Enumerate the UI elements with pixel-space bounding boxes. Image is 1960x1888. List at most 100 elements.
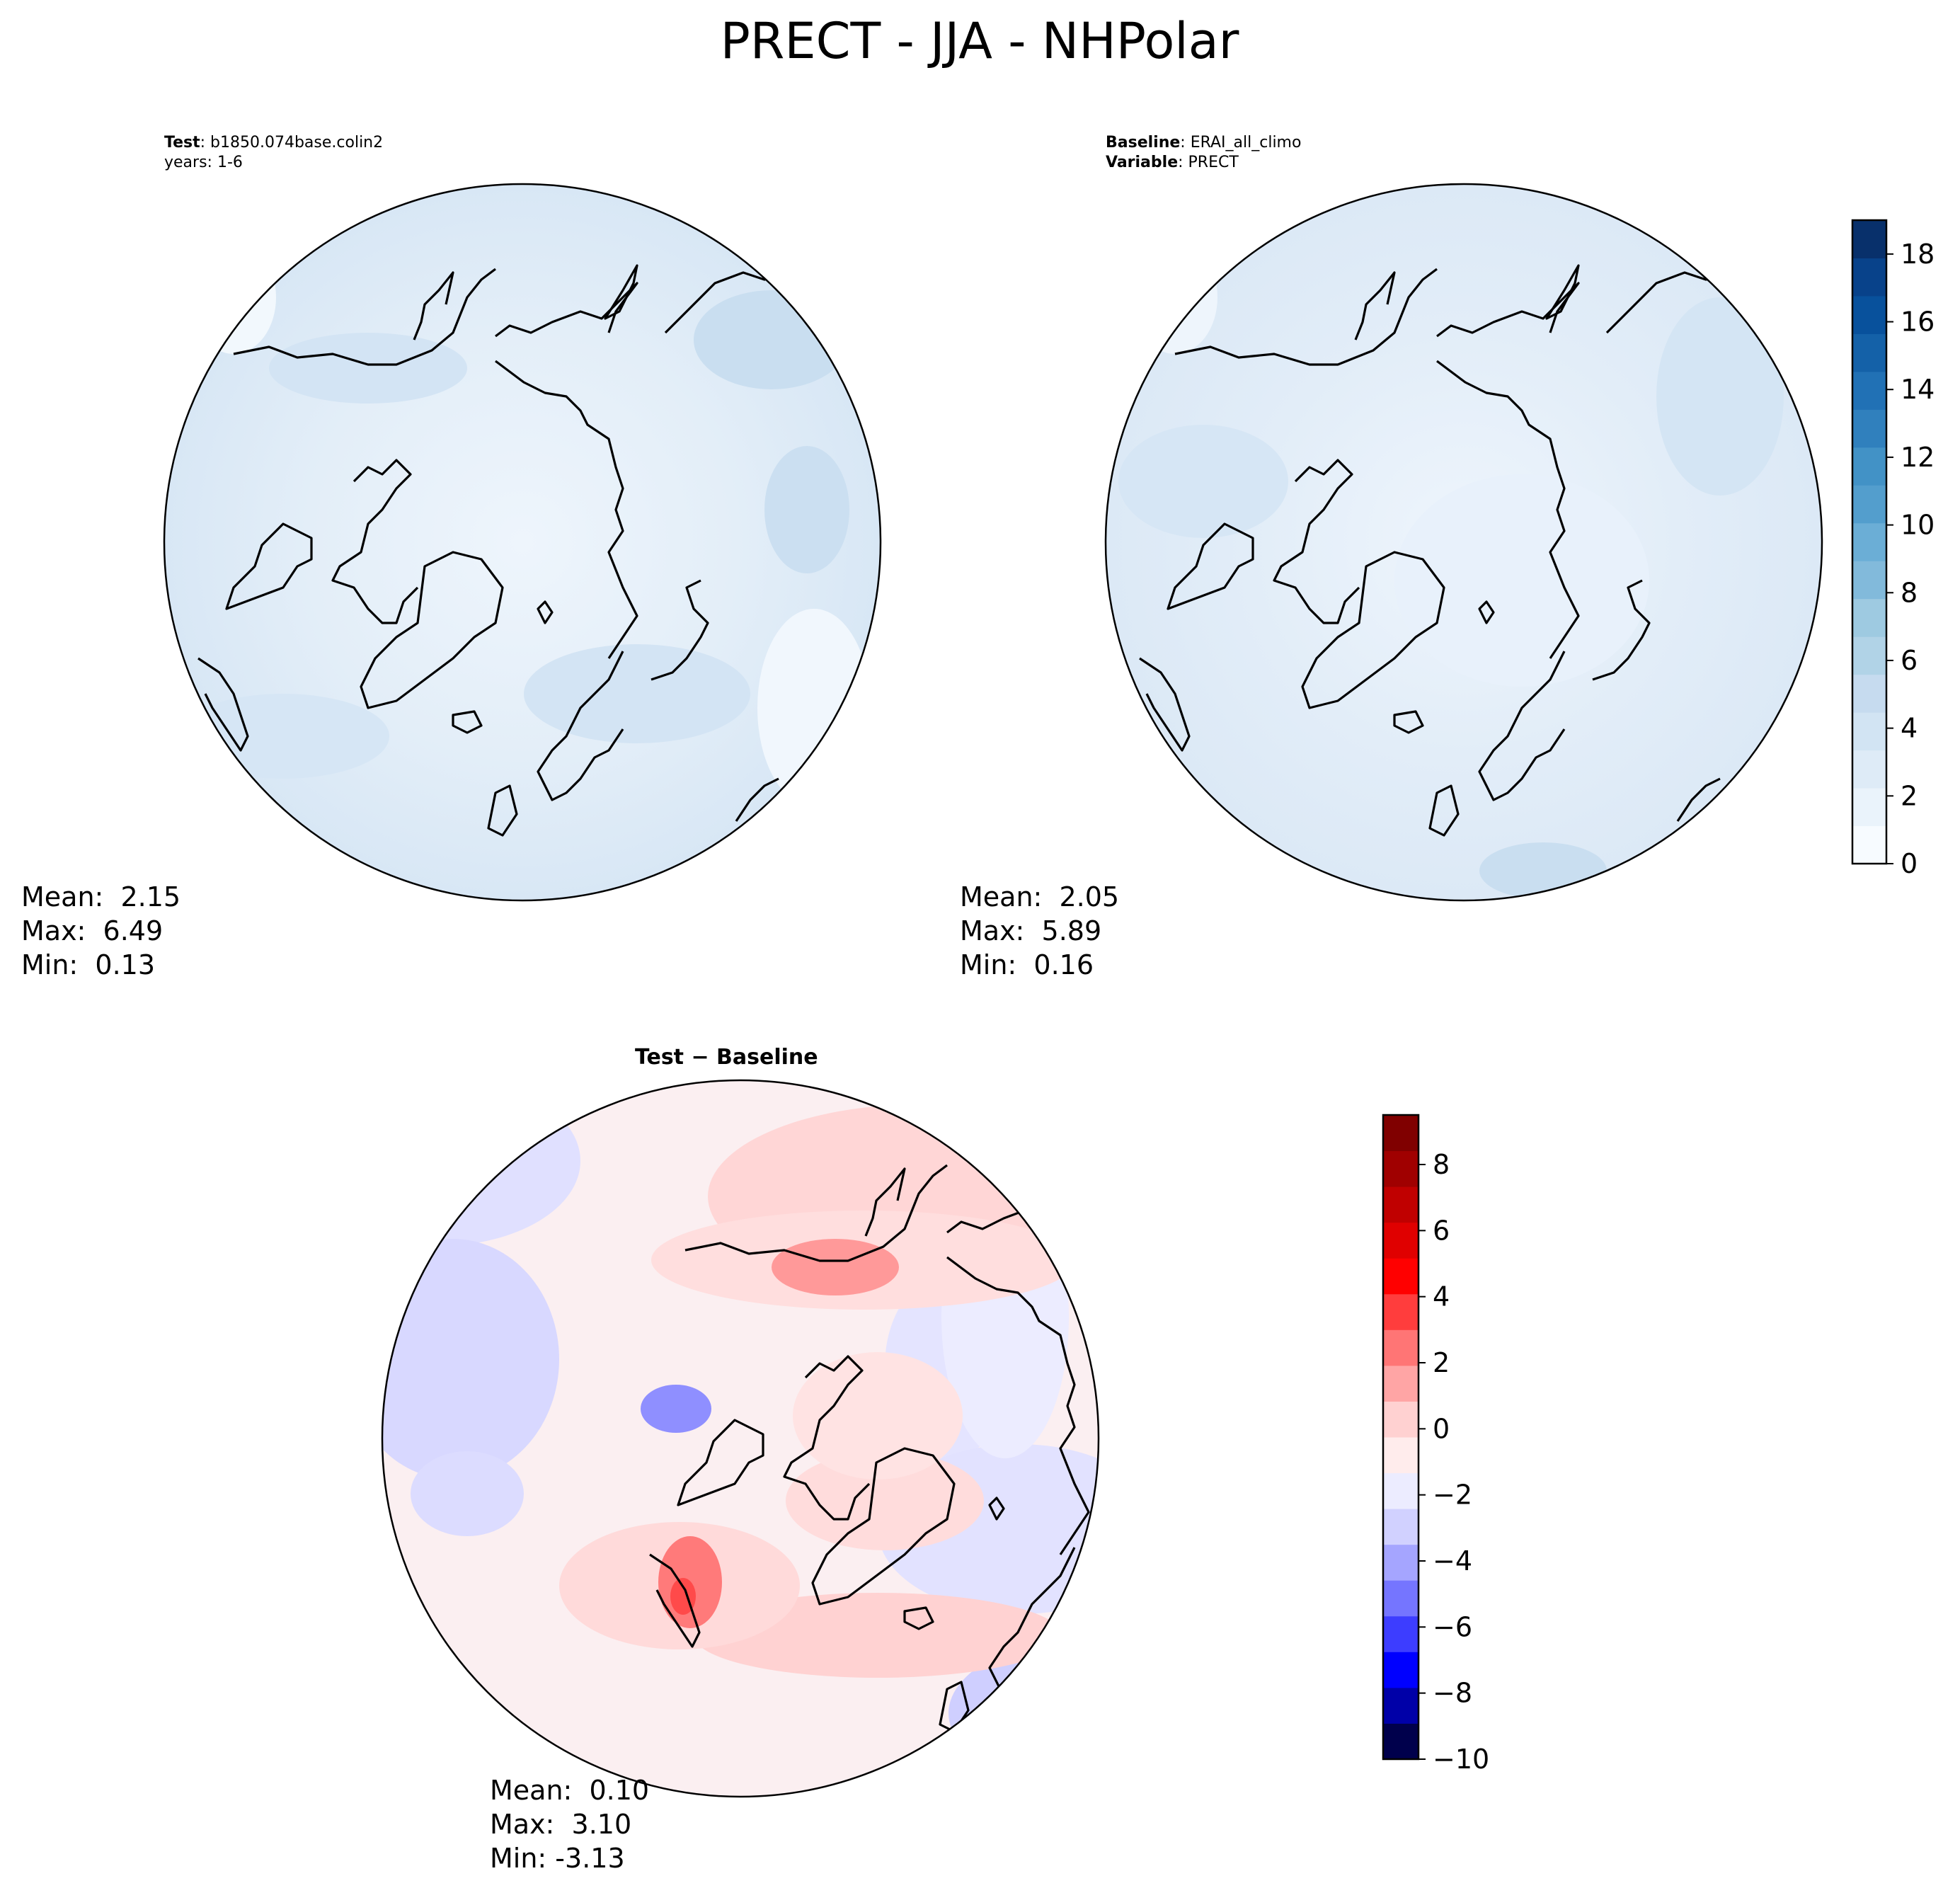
- field-blotch: [764, 446, 849, 573]
- colorbar-seismic-segment: [1383, 1437, 1419, 1474]
- coastline: [452, 710, 483, 734]
- field-blotch: [1189, 1203, 1274, 1274]
- colorbar-blues-segment: [1852, 447, 1886, 486]
- map-baseline-boundary: [1104, 183, 1823, 902]
- coastline: [1139, 657, 1191, 752]
- field-blotch: [382, 1239, 559, 1480]
- coastline: [495, 360, 638, 659]
- colorbar-blues-segment: [1852, 371, 1886, 410]
- map-test: [164, 184, 881, 900]
- panel-difference-header: Test − Baseline: [635, 1045, 818, 1070]
- field-blotch: [1133, 241, 1217, 354]
- coastline: [360, 551, 504, 709]
- coastline: [604, 264, 638, 320]
- colorbar-blues-tick-label: 6: [1901, 645, 1918, 676]
- colorbar-seismic-tick-label: −2: [1433, 1480, 1472, 1511]
- colorbar-blues-segment: [1852, 750, 1886, 789]
- coastline: [1273, 459, 1360, 624]
- colorbar-blues-segment: [1852, 409, 1886, 448]
- coastline: [1301, 551, 1445, 709]
- field-blotch: [1083, 1154, 1099, 1239]
- map-baseline-blotches: [1118, 241, 1784, 899]
- panel-baseline-header-line2: Variable: PRECT: [1106, 154, 1239, 171]
- stats-baseline-mean: Mean: 2.05: [960, 881, 1119, 912]
- colorbar-seismic-tick-label: −8: [1433, 1678, 1472, 1709]
- coastline: [537, 651, 624, 801]
- coastline: [811, 1447, 956, 1606]
- panel-test: Test: b1850.074base.colin2 years: 1-6: [21, 134, 882, 980]
- field-blotch: [1656, 297, 1784, 496]
- panel-test-header-value: : b1850.074base.colin2: [200, 134, 384, 151]
- colorbar-seismic: −10 −8 −6 −4 −2 0 2 4 6 8: [1382, 1114, 1489, 1775]
- coastline: [1592, 579, 1651, 681]
- coastline: [1545, 264, 1580, 320]
- coastlines-baseline: [1139, 264, 1735, 837]
- coastline: [1188, 1675, 1230, 1717]
- field-blotch: [793, 1352, 963, 1480]
- colorbar-seismic-segment: [1383, 1115, 1419, 1152]
- coastline: [1605, 268, 1735, 334]
- colorbar-seismic-segment: [1383, 1723, 1419, 1760]
- panel-difference: Test − Baseline: [381, 1045, 1489, 1874]
- colorbar-seismic-segment: [1383, 1472, 1419, 1509]
- field-blotch: [1203, 1267, 1317, 1366]
- field-blotch: [1055, 1119, 1099, 1175]
- map-baseline: [1106, 184, 1822, 900]
- colorbar-blues-segment: [1852, 788, 1886, 827]
- field-blotch: [1083, 1501, 1099, 1586]
- field-blotch: [1104, 1726, 1161, 1757]
- colorbar-seismic-frame: [1382, 1114, 1420, 1761]
- colorbar-seismic-segment: [1383, 1687, 1419, 1724]
- coastline: [1676, 777, 1721, 822]
- field-blotch: [757, 609, 871, 807]
- coastline: [197, 657, 249, 752]
- colorbar-blues-segment: [1852, 636, 1886, 675]
- colorbar-seismic-segment: [1383, 1615, 1419, 1652]
- coastline: [487, 784, 518, 837]
- stats-difference-mean: Mean: 0.10: [490, 1775, 649, 1806]
- colorbar-blues-tick-label: 4: [1901, 713, 1918, 744]
- stats-baseline-min: Min: 0.16: [960, 949, 1094, 980]
- panel-baseline-variable-key: Variable: [1106, 154, 1178, 171]
- colorbar-blues-segment: [1852, 220, 1886, 258]
- colorbar-seismic-tick-label: 4: [1433, 1281, 1450, 1312]
- colorbar-blues-segment: [1852, 333, 1886, 372]
- coastline: [988, 1497, 1005, 1521]
- colorbar-seismic-tick-label: 8: [1433, 1149, 1450, 1180]
- stats-test-min: Min: 0.13: [21, 949, 155, 980]
- colorbar-seismic-segment: [1383, 1329, 1419, 1366]
- coastline: [1055, 1160, 1090, 1216]
- colorbar-seismic-segment: [1383, 1222, 1419, 1259]
- colorbar-seismic-tick-label: 2: [1433, 1347, 1450, 1378]
- coastline: [413, 271, 454, 341]
- map-difference: [382, 1080, 1366, 1797]
- colorbar-blues-tick-label: 2: [1901, 780, 1918, 811]
- field-blotch: [1118, 425, 1288, 538]
- colorbar-seismic-tick-label: −4: [1433, 1545, 1472, 1577]
- figure-title: PRECT - JJA - NHPolar: [721, 12, 1239, 70]
- coastline: [331, 459, 419, 624]
- coastline: [1436, 360, 1580, 659]
- colorbar-blues-segment: [1852, 522, 1886, 561]
- panel-baseline: Baseline: ERAI_all_climo Variable: PRECT: [960, 134, 1935, 980]
- coastline: [225, 522, 313, 610]
- colorbar-blues-frame: [1851, 219, 1888, 865]
- colorbar-blues-tick-label: 14: [1901, 374, 1935, 405]
- field-blotch: [1267, 1225, 1366, 1310]
- coastline: [1174, 268, 1438, 366]
- coastline: [649, 1553, 701, 1648]
- colorbar-blues-segment: [1852, 712, 1886, 751]
- coastline: [1478, 600, 1495, 624]
- coastline: [946, 1256, 1090, 1555]
- field-blotch: [524, 644, 750, 743]
- field-blotch: [411, 1451, 524, 1536]
- colorbar-seismic-tick-label: 0: [1433, 1413, 1450, 1444]
- panel-test-header-line2: years: 1-6: [164, 154, 243, 171]
- coastline: [1478, 651, 1566, 801]
- colorbar-blues-tick-label: 12: [1901, 442, 1935, 473]
- stats-test-mean: Mean: 2.15: [21, 881, 180, 912]
- colorbar-seismic-segment: [1383, 1365, 1419, 1402]
- colorbar-seismic-segment: [1383, 1293, 1419, 1330]
- colorbar-blues: 0 2 4 6 8 10 12 14 16 18: [1851, 219, 1935, 879]
